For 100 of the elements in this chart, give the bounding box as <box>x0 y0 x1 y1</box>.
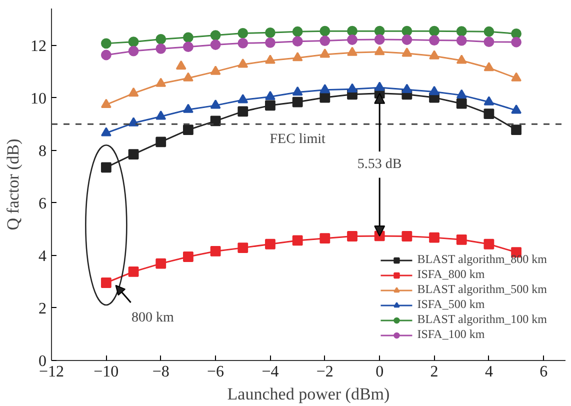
point <box>402 84 412 93</box>
point <box>484 96 494 106</box>
point <box>402 231 412 242</box>
point <box>238 38 248 48</box>
point <box>456 89 467 98</box>
legend-label: BLAST algorithm_800 km <box>417 252 547 267</box>
point <box>484 108 494 120</box>
point <box>128 149 139 160</box>
point <box>347 34 358 45</box>
point <box>347 83 358 92</box>
point <box>176 60 186 70</box>
point <box>511 72 522 82</box>
x-tick-label: −2 <box>316 364 334 380</box>
point <box>210 246 221 256</box>
point <box>292 52 303 62</box>
point <box>265 27 276 38</box>
legend-label: BLAST algorithm_500 km <box>417 282 547 297</box>
point <box>511 104 522 114</box>
annotation: 5.53 dB <box>357 157 402 172</box>
point <box>100 162 112 173</box>
y-tick-label: 12 <box>30 38 46 55</box>
x-tick-label: 2 <box>430 364 438 380</box>
y-tick-label: 6 <box>38 195 46 212</box>
legend-label: ISFA_100 km <box>417 327 485 342</box>
point <box>265 100 276 111</box>
point <box>320 233 330 244</box>
point <box>156 258 166 269</box>
point <box>100 278 112 288</box>
point <box>374 34 385 45</box>
point <box>156 44 166 54</box>
point <box>320 26 330 36</box>
point <box>128 266 139 277</box>
point <box>128 117 139 126</box>
x-tick-label: −10 <box>94 364 119 380</box>
point <box>210 66 221 75</box>
point <box>265 90 276 100</box>
point <box>456 35 467 46</box>
point <box>265 54 276 64</box>
ref-line-label: FEC limit <box>270 132 326 148</box>
x-tick-label: −6 <box>207 364 224 380</box>
point <box>402 34 412 45</box>
point <box>429 50 440 60</box>
point <box>183 252 194 262</box>
point <box>100 38 112 49</box>
x-tick-label: 6 <box>540 364 548 380</box>
point <box>292 235 303 246</box>
point <box>456 54 467 64</box>
y-tick-label: 4 <box>38 248 46 265</box>
point <box>210 30 221 40</box>
point <box>156 136 166 148</box>
y-tick-label: 8 <box>38 142 46 160</box>
point <box>210 116 221 126</box>
point <box>429 86 440 96</box>
point <box>238 106 248 117</box>
point <box>210 40 221 50</box>
y-tick-label: 2 <box>38 300 46 318</box>
point <box>210 100 221 109</box>
point <box>320 36 330 46</box>
point <box>100 98 112 108</box>
annotation: 800 km <box>131 310 174 326</box>
point <box>347 231 358 242</box>
point <box>183 42 194 52</box>
point <box>484 62 494 72</box>
point <box>292 26 303 37</box>
point <box>183 104 194 113</box>
point <box>156 34 166 44</box>
x-tick-label: 4 <box>484 364 493 380</box>
legend-label: ISFA_500 km <box>417 297 485 312</box>
point <box>320 92 330 103</box>
legend-label: ISFA_800 km <box>417 267 485 282</box>
point <box>238 242 248 254</box>
point <box>347 26 358 36</box>
point <box>374 82 385 91</box>
point <box>484 26 494 37</box>
point <box>128 87 139 97</box>
x-tick-label: −4 <box>262 364 279 380</box>
point <box>347 46 358 56</box>
point <box>511 36 522 48</box>
point <box>374 26 385 36</box>
point <box>511 28 522 39</box>
y-axis-title: Q factor (dB) <box>4 138 22 230</box>
point <box>183 72 194 82</box>
point <box>374 46 385 56</box>
point <box>238 94 248 104</box>
point <box>100 127 112 136</box>
point <box>128 46 139 56</box>
point <box>292 36 303 47</box>
point <box>292 96 303 108</box>
point <box>456 26 467 37</box>
x-axis-title: Launched power (dBm) <box>227 384 390 404</box>
point <box>128 36 139 48</box>
point <box>402 48 412 57</box>
point <box>429 26 440 36</box>
point <box>238 58 248 68</box>
y-tick-label: 10 <box>30 90 46 108</box>
point <box>402 26 412 36</box>
x-tick-label: 0 <box>376 364 384 380</box>
point <box>511 124 522 136</box>
point <box>484 238 494 250</box>
point <box>156 110 166 120</box>
